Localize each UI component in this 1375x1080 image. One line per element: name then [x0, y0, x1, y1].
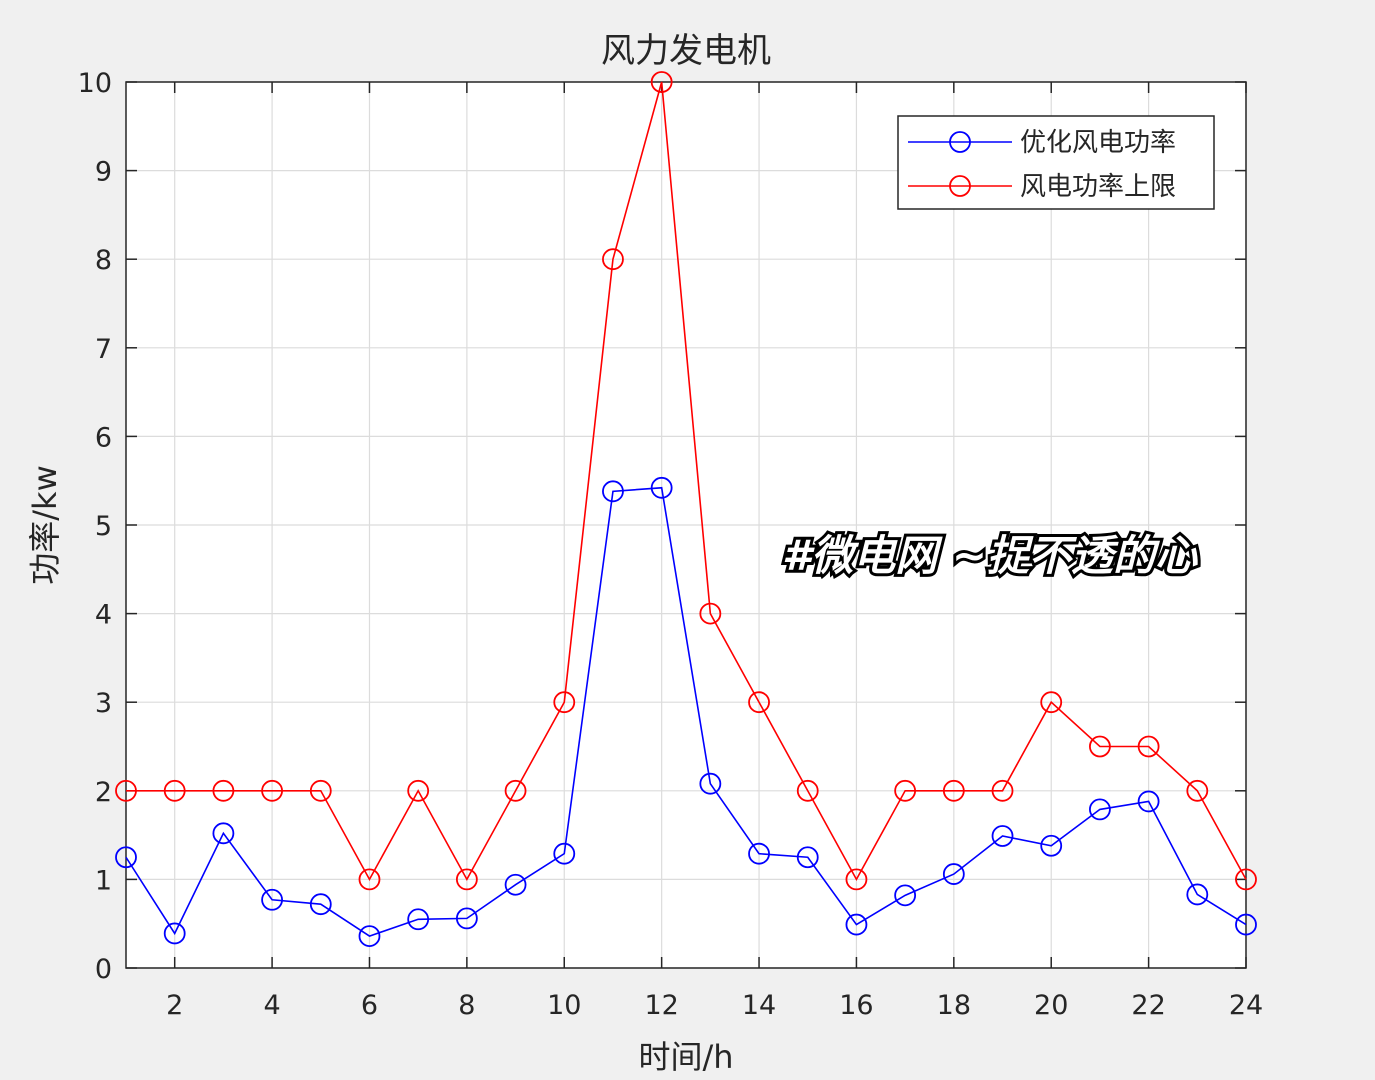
y-tick-label: 10 — [78, 68, 112, 99]
data-point-series-1 — [553, 691, 576, 714]
data-point-series-1 — [748, 691, 770, 714]
data-point-series-1 — [212, 779, 235, 802]
x-tick-label: 12 — [644, 990, 678, 1021]
data-point-series-0 — [991, 825, 1014, 847]
x-tick-label: 8 — [458, 990, 475, 1021]
data-point-series-0 — [650, 476, 673, 499]
data-point-series-0 — [212, 822, 235, 845]
data-point-series-0 — [261, 888, 283, 911]
y-tick-label: 2 — [95, 777, 112, 808]
data-point-series-1 — [942, 779, 965, 802]
data-point-series-1 — [1186, 779, 1209, 802]
x-tick-label: 20 — [1034, 990, 1068, 1021]
legend-marker-optimized — [949, 131, 971, 153]
data-point-series-0 — [1186, 883, 1209, 906]
y-tick-label: 6 — [95, 422, 112, 453]
y-tick-label: 9 — [95, 157, 112, 188]
data-point-series-1 — [894, 779, 917, 802]
data-point-series-0 — [1040, 834, 1063, 857]
data-point-series-0 — [455, 907, 478, 930]
x-tick-label: 24 — [1229, 990, 1263, 1021]
data-point-series-1 — [115, 779, 137, 802]
x-tick-label: 2 — [166, 990, 183, 1021]
data-point-series-0 — [1235, 913, 1257, 936]
data-point-series-0 — [699, 772, 722, 795]
data-point-series-0 — [845, 913, 868, 936]
data-point-series-1 — [1089, 735, 1111, 758]
x-tick-label: 22 — [1131, 990, 1165, 1021]
y-tick-label: 0 — [95, 954, 112, 985]
chart-title: 风力发电机 — [601, 31, 771, 71]
y-axis-label: 功率/kw — [26, 465, 64, 585]
series-line-1 — [126, 81, 1247, 882]
legend-box — [897, 115, 1215, 210]
data-point-series-1 — [261, 779, 283, 802]
data-point-series-1 — [309, 779, 332, 802]
data-point-series-1 — [650, 71, 673, 93]
data-point-series-1 — [407, 779, 430, 802]
data-point-series-0 — [602, 480, 624, 503]
y-tick-label: 3 — [95, 688, 112, 719]
y-tick-label: 4 — [95, 600, 112, 631]
data-point-series-1 — [796, 779, 819, 802]
x-tick-label: 18 — [937, 990, 971, 1021]
data-point-series-0 — [504, 873, 527, 896]
x-tick-label: 10 — [547, 990, 581, 1021]
legend: 优化风电功率 风电功率上限 — [897, 115, 1215, 210]
data-point-series-0 — [163, 922, 186, 945]
data-point-series-0 — [407, 908, 430, 931]
legend-label-optimized: 优化风电功率 — [1020, 128, 1176, 158]
data-point-series-1 — [504, 779, 527, 802]
data-point-series-0 — [748, 842, 770, 865]
data-point-series-0 — [553, 842, 576, 865]
data-point-series-1 — [602, 248, 624, 271]
x-tick-label: 16 — [839, 990, 873, 1021]
data-point-series-1 — [1137, 735, 1160, 758]
data-point-series-0 — [796, 846, 819, 869]
legend-marker-upper-limit — [949, 175, 971, 197]
legend-label-upper-limit: 风电功率上限 — [1020, 172, 1176, 202]
y-tick-label: 5 — [95, 511, 112, 542]
y-tick-label: 8 — [95, 245, 112, 276]
data-point-series-1 — [1040, 691, 1063, 714]
data-point-series-0 — [942, 863, 965, 885]
data-series — [115, 71, 1257, 948]
data-point-series-1 — [699, 602, 722, 625]
x-tick-label: 14 — [742, 990, 776, 1021]
data-point-series-1 — [358, 868, 381, 891]
y-tick-label: 1 — [95, 865, 112, 896]
data-point-series-1 — [163, 779, 186, 802]
data-point-series-0 — [1089, 798, 1111, 821]
data-point-series-0 — [894, 884, 917, 907]
data-point-series-1 — [991, 779, 1014, 802]
data-point-series-0 — [358, 925, 381, 948]
x-tick-label: 6 — [361, 990, 378, 1021]
data-point-series-0 — [1137, 790, 1160, 813]
data-point-series-0 — [309, 893, 332, 916]
data-point-series-1 — [1235, 868, 1257, 891]
data-point-series-1 — [845, 868, 868, 891]
y-tick-label: 7 — [95, 334, 112, 365]
data-point-series-1 — [455, 868, 478, 891]
x-tick-label: 4 — [263, 990, 280, 1021]
x-axis-label: 时间/h — [638, 1038, 733, 1076]
data-point-series-0 — [115, 846, 137, 869]
watermark-text: #微电网 ~捉不透的心 — [782, 531, 1198, 580]
